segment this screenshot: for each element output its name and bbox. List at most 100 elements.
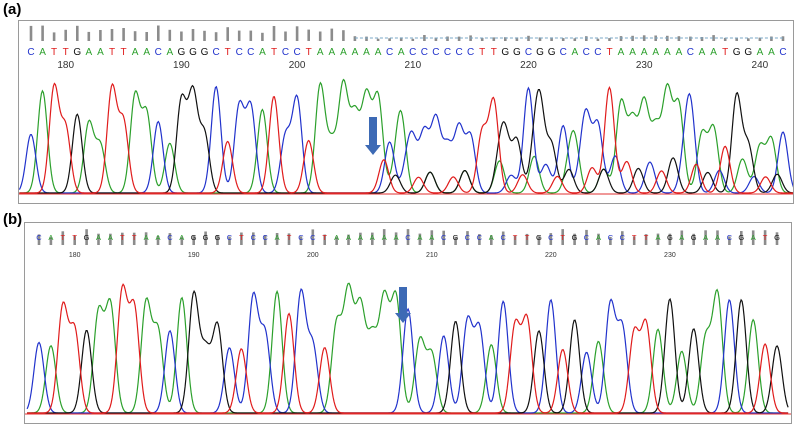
base-call-A: A xyxy=(715,233,720,242)
base-call-T: T xyxy=(72,233,77,242)
quality-bar xyxy=(423,35,426,41)
position-label: 210 xyxy=(404,60,421,71)
position-label: 210 xyxy=(426,252,438,259)
quality-bar xyxy=(621,231,624,245)
base-call-C: C xyxy=(212,47,219,58)
base-call-C: C xyxy=(27,47,34,58)
base-call-G: G xyxy=(201,47,209,58)
quality-bar xyxy=(700,37,704,41)
base-call-A: A xyxy=(571,47,578,58)
quality-bar xyxy=(110,29,114,41)
variant-arrow xyxy=(395,287,411,323)
quality-bar xyxy=(214,32,218,41)
base-call-C: C xyxy=(560,47,567,58)
quality-bar xyxy=(770,36,773,41)
base-call-C: C xyxy=(687,47,694,58)
base-call-C: C xyxy=(608,233,614,242)
quality-bar xyxy=(740,231,743,245)
base-call-A: A xyxy=(699,47,706,58)
base-call-C: C xyxy=(262,233,268,242)
quality-bar xyxy=(228,236,231,245)
trace-C xyxy=(19,85,793,194)
quality-bar xyxy=(109,233,112,245)
quality-bar xyxy=(237,30,241,41)
quality-bar xyxy=(513,236,517,245)
quality-bar xyxy=(537,236,541,245)
base-call-A: A xyxy=(132,47,139,58)
base-call-C: C xyxy=(583,47,590,58)
quality-bar xyxy=(323,234,326,245)
quality-bar xyxy=(299,236,303,245)
base-call-C: C xyxy=(594,47,601,58)
position-label: 180 xyxy=(57,60,74,71)
quality-bar xyxy=(692,233,695,245)
quality-bar xyxy=(97,233,100,245)
base-call-T: T xyxy=(722,47,728,58)
base-call-G: G xyxy=(744,47,752,58)
base-call-C: C xyxy=(36,233,42,242)
base-call-G: G xyxy=(536,47,544,58)
quality-bar xyxy=(156,236,160,245)
base-call-A: A xyxy=(652,47,659,58)
quality-bar xyxy=(406,229,410,245)
base-call-A: A xyxy=(417,233,422,242)
base-call-C: C xyxy=(167,233,173,242)
base-call-T: T xyxy=(121,47,127,58)
base-call-A: A xyxy=(96,233,101,242)
quality-bar xyxy=(382,229,386,245)
quality-bar xyxy=(454,236,457,245)
quality-bar xyxy=(781,36,785,41)
base-call-T: T xyxy=(287,233,292,242)
base-call-T: T xyxy=(239,233,244,242)
base-call-T: T xyxy=(560,233,565,242)
base-call-A: A xyxy=(39,47,46,58)
base-call-G: G xyxy=(203,233,209,242)
base-call-T: T xyxy=(606,47,612,58)
base-call-G: G xyxy=(691,233,697,242)
trace-A xyxy=(27,282,789,414)
quality-bar xyxy=(275,233,279,245)
base-call-A: A xyxy=(155,233,160,242)
base-call-A: A xyxy=(363,47,370,58)
base-call-T: T xyxy=(132,233,137,242)
quality-bar xyxy=(52,32,56,41)
base-call-A: A xyxy=(679,233,684,242)
quality-bar xyxy=(644,234,648,245)
quality-bar xyxy=(418,233,422,245)
base-call-C: C xyxy=(236,47,243,58)
quality-bar xyxy=(728,236,731,245)
quality-bar xyxy=(561,229,564,245)
base-call-A: A xyxy=(394,233,399,242)
base-call-A: A xyxy=(664,47,671,58)
base-call-A: A xyxy=(751,233,756,242)
quality-bar xyxy=(680,230,684,245)
quality-bar xyxy=(430,230,434,245)
quality-bar xyxy=(240,232,243,245)
quality-bar xyxy=(689,36,692,41)
panel-a-label: (a) xyxy=(3,1,22,18)
base-call-A: A xyxy=(346,233,351,242)
base-call-T: T xyxy=(120,233,125,242)
base-call-T: T xyxy=(51,47,57,58)
base-call-G: G xyxy=(501,47,509,58)
base-call-A: A xyxy=(703,233,708,242)
base-call-A: A xyxy=(334,233,339,242)
base-call-C: C xyxy=(441,233,447,242)
base-call-A: A xyxy=(179,233,184,242)
quality-bar xyxy=(287,233,291,245)
quality-bar xyxy=(295,26,299,41)
base-call-A: A xyxy=(97,47,104,58)
quality-bar xyxy=(76,25,79,41)
quality-bar xyxy=(180,236,184,245)
base-call-A: A xyxy=(144,233,149,242)
quality-bar xyxy=(122,28,125,41)
quality-bar xyxy=(457,36,461,41)
quality-bar xyxy=(596,38,600,41)
quality-bar xyxy=(49,236,53,245)
quality-bar xyxy=(434,37,438,41)
quality-bar xyxy=(87,31,91,41)
trace-T xyxy=(27,283,789,414)
quality-bar xyxy=(642,35,646,41)
base-call-A: A xyxy=(370,233,375,242)
